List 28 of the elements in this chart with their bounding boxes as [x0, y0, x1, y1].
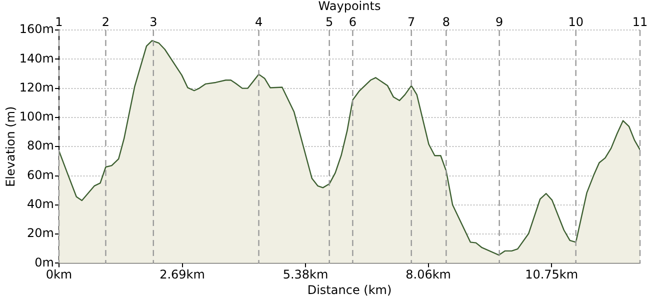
annotation: 3 — [150, 15, 158, 30]
annotation: 8 — [442, 15, 450, 30]
y-tick-label: 40m — [27, 197, 54, 212]
y-tick-label: 120m — [19, 80, 54, 94]
text: Waypoints — [318, 0, 381, 14]
y-tick-label: 140m — [19, 51, 54, 66]
x-tick-label: 8.06km — [406, 268, 451, 282]
annotation: 5 — [326, 15, 334, 30]
y-tick-label: 160m — [19, 22, 54, 36]
annotation: 6 — [348, 15, 357, 30]
annotation: 2 — [102, 15, 110, 30]
annotation: 1 — [55, 15, 63, 30]
x-axis-title: Distance (km) — [307, 282, 392, 297]
annotation: 7 — [408, 15, 416, 30]
annotation: 10 — [568, 15, 584, 30]
y-tick-label: 60m — [27, 168, 54, 182]
y-tick-label: 100m — [19, 110, 54, 124]
annotation: 9 — [496, 15, 504, 30]
y-tick-label: 80m — [27, 138, 54, 153]
annotation: 11 — [632, 15, 648, 30]
y-axis-title: Elevation (m) — [3, 106, 18, 187]
x-tick-label: 2.69km — [160, 268, 205, 282]
x-tick-label: 5.38km — [282, 268, 328, 282]
x-tick-label: 0km — [46, 268, 72, 282]
annotation: 4 — [254, 15, 263, 30]
y-tick-label: 20m — [27, 226, 54, 240]
x-tick-label: 10.75km — [525, 268, 578, 282]
y-tick-label: 0m — [34, 255, 54, 270]
